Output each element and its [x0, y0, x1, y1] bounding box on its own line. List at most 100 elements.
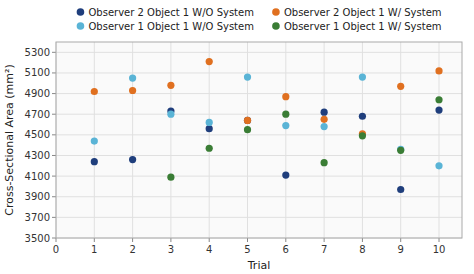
tick-y	[52, 155, 56, 156]
tick-y	[52, 176, 56, 177]
tick-x	[400, 238, 401, 242]
tick-label-y: 4300	[25, 150, 50, 161]
point	[129, 156, 136, 163]
tick-y	[52, 217, 56, 218]
tick-x	[209, 238, 210, 242]
tick-label-y: 3500	[25, 233, 50, 244]
grid-line-x	[247, 42, 248, 238]
point	[244, 117, 251, 124]
legend-marker	[77, 8, 85, 16]
series	[91, 73, 443, 169]
grid-line-x	[285, 42, 286, 238]
legend-item: Observer 1 Object 1 W/O System	[77, 21, 254, 32]
point	[359, 113, 366, 120]
tick-label-x: 10	[433, 244, 446, 255]
point	[321, 109, 328, 116]
tick-label-x: 8	[359, 244, 365, 255]
tick-label-y: 5300	[25, 47, 50, 58]
point	[397, 83, 404, 90]
points	[91, 58, 443, 193]
point	[167, 82, 174, 89]
point	[244, 117, 251, 124]
tick-x	[324, 238, 325, 242]
point	[435, 67, 442, 74]
grid-line-y	[56, 196, 462, 197]
tick-x	[170, 238, 171, 242]
grid-line-y	[56, 134, 462, 135]
tick-y	[52, 196, 56, 197]
tick-x	[439, 238, 440, 242]
tick-label-x: 6	[283, 244, 289, 255]
tick-label-y: 3900	[25, 191, 50, 202]
legend-marker	[272, 8, 280, 16]
tick-label-y: 4900	[25, 88, 50, 99]
grid-line-y	[56, 72, 462, 73]
grid-line-x	[209, 42, 210, 238]
legend-item: Observer 2 Object 1 W/O System	[77, 7, 254, 18]
tick-label-y: 4500	[25, 129, 50, 140]
point	[129, 75, 136, 82]
tick-label-x: 3	[168, 244, 174, 255]
point	[91, 158, 98, 165]
point	[321, 159, 328, 166]
grid-line-y	[56, 176, 462, 177]
legend-item: Observer 1 Object 1 W/ System	[272, 21, 441, 32]
tick-y	[52, 134, 56, 135]
legend-label: Observer 1 Object 1 W/O System	[88, 21, 253, 32]
tick-label-x: 5	[244, 244, 250, 255]
point	[91, 88, 98, 95]
point	[282, 171, 289, 178]
grid-line-y	[56, 114, 462, 115]
tick-label-y: 3700	[25, 212, 50, 223]
tick-x	[132, 238, 133, 242]
tick-x	[94, 238, 95, 242]
point	[321, 116, 328, 123]
point	[435, 106, 442, 113]
grid	[56, 42, 462, 238]
tick-label-x: 1	[91, 244, 97, 255]
grid-line-y	[56, 52, 462, 53]
point	[206, 125, 213, 132]
legend-label: Observer 2 Object 1 W/ System	[284, 7, 442, 18]
point	[206, 145, 213, 152]
tick-y	[52, 52, 56, 53]
point	[244, 73, 251, 80]
chart: 0123456789103500370039004100430045004700…	[0, 0, 474, 274]
grid-line-y	[56, 155, 462, 156]
point	[282, 122, 289, 129]
point	[359, 132, 366, 139]
point	[206, 58, 213, 65]
tick-label-x: 9	[398, 244, 404, 255]
point	[206, 119, 213, 126]
grid-line-x	[362, 42, 363, 238]
point	[282, 93, 289, 100]
y-axis-label: Cross-Sectional Area (mm²)	[3, 64, 16, 216]
point	[397, 147, 404, 154]
series	[167, 96, 442, 181]
axes: 0123456789103500370039004100430045004700…	[25, 47, 446, 255]
point	[321, 123, 328, 130]
series	[91, 106, 443, 193]
grid-line-y	[56, 93, 462, 94]
legend-marker	[77, 22, 85, 30]
tick-x	[56, 238, 57, 242]
point	[435, 96, 442, 103]
tick-x	[362, 238, 363, 242]
tick-y	[52, 238, 56, 239]
point	[435, 162, 442, 169]
grid-line-x	[132, 42, 133, 238]
tick-label-y: 4100	[25, 171, 50, 182]
legend-label: Observer 1 Object 1 W/ System	[284, 21, 442, 32]
point	[359, 73, 366, 80]
point	[167, 111, 174, 118]
point	[167, 174, 174, 181]
tick-label-y: 5100	[25, 67, 50, 78]
point	[244, 126, 251, 133]
legend: Observer 2 Object 1 W/O System Observer 2…	[77, 7, 442, 32]
legend-item: Observer 2 Object 1 W/ System	[272, 7, 441, 18]
plot-background	[56, 42, 462, 238]
x-axis-label: Trial	[247, 259, 270, 272]
tick-y	[52, 93, 56, 94]
tick-label-x: 4	[206, 244, 212, 255]
point	[129, 87, 136, 94]
